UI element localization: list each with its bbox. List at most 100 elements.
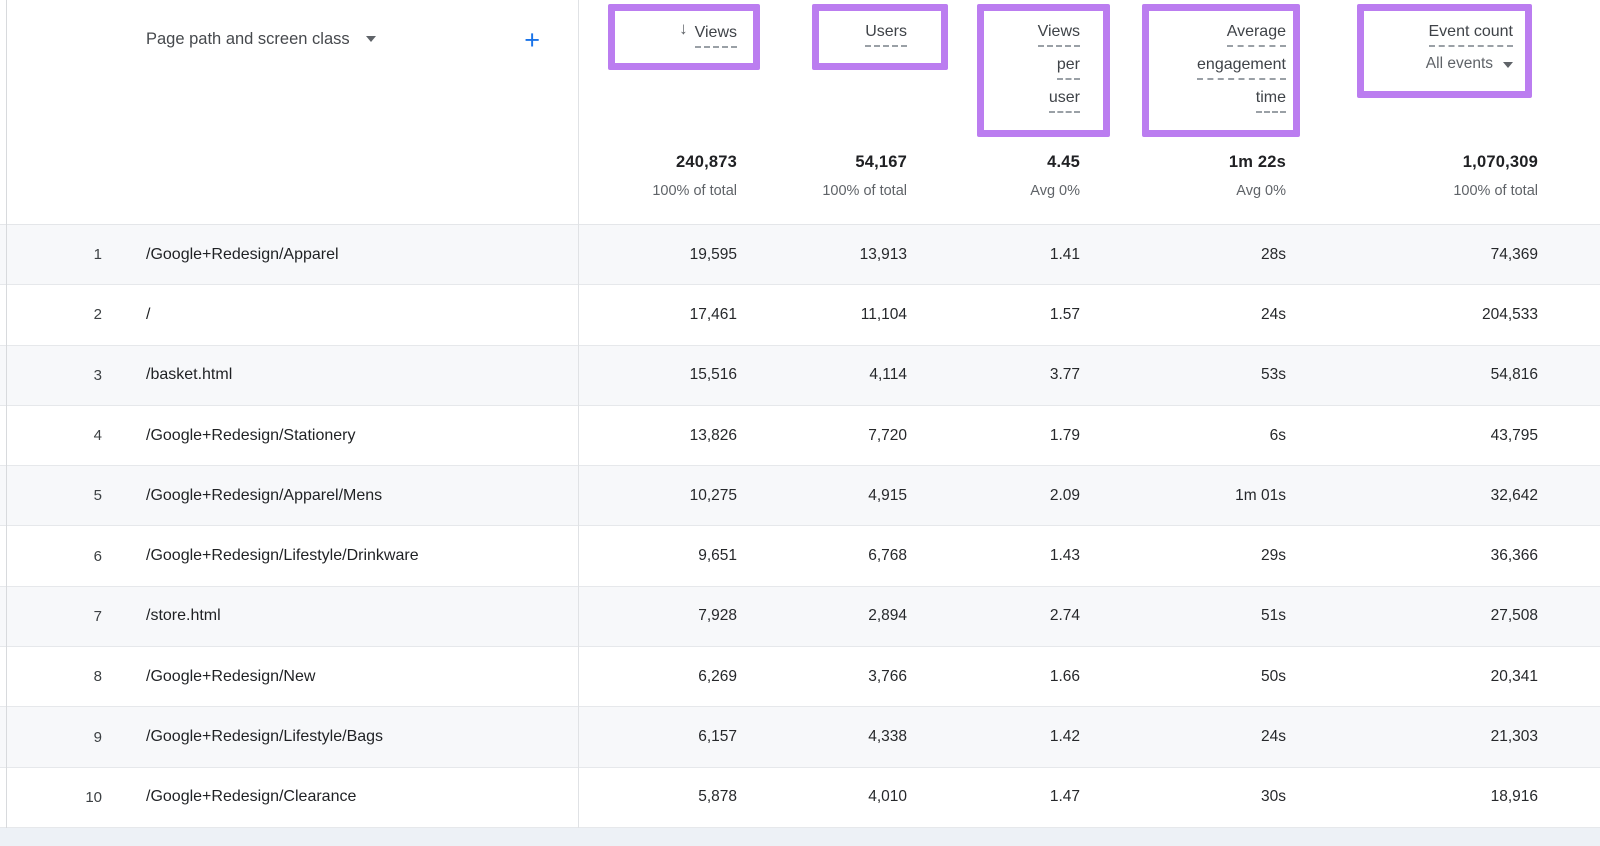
views-cell: 6,157 [698, 728, 737, 746]
table-row: 8 /Google+Redesign/New 6,269 3,766 1.66 … [0, 647, 1600, 708]
total-users: 54,167 100% of total [737, 140, 907, 224]
event-count-cell: 74,369 [1490, 245, 1538, 263]
page-path-cell: /Google+Redesign/Clearance [146, 788, 357, 806]
users-header-label: Users [865, 22, 907, 47]
table-row: 7 /store.html 7,928 2,894 2.74 51s 27,50… [0, 586, 1600, 648]
avg-engagement-line2: engagement [1197, 55, 1286, 80]
bottom-scroll-strip [0, 828, 1600, 846]
views-cell: 5,878 [698, 788, 737, 806]
row-index: 8 [93, 668, 102, 686]
views-per-user-line2: per [1056, 55, 1080, 80]
row-index: 9 [93, 728, 102, 746]
avg-engagement-time-cell: 53s [1261, 366, 1286, 384]
row-index: 5 [93, 487, 102, 505]
total-views-value: 240,873 [675, 153, 737, 171]
event-count-cell: 43,795 [1490, 426, 1538, 444]
total-views-sub: 100% of total [652, 183, 737, 199]
avg-engagement-time-cell: 28s [1261, 245, 1286, 263]
avg-engagement-time-cell: 30s [1261, 788, 1286, 806]
panel-edge-divider [6, 0, 7, 846]
table-row: 1 /Google+Redesign/Apparel 19,595 13,913… [0, 225, 1600, 286]
views-cell: 15,516 [689, 366, 737, 384]
page-path-cell: /Google+Redesign/Lifestyle/Bags [146, 728, 384, 746]
add-dimension-button[interactable]: + [524, 25, 540, 55]
event-count-cell: 36,366 [1490, 547, 1538, 565]
column-header-event-count[interactable]: Event count All events [1286, 0, 1538, 140]
row-index: 2 [93, 306, 102, 324]
avg-engagement-time-cell: 51s [1261, 607, 1286, 625]
event-count-cell: 54,816 [1490, 366, 1538, 384]
avg-engagement-line1: Average [1226, 22, 1286, 47]
row-index: 4 [93, 427, 102, 445]
table-row: 9 /Google+Redesign/Lifestyle/Bags 6,157 … [0, 707, 1600, 768]
event-count-filter-label: All events [1425, 55, 1493, 72]
sort-descending-icon: ↓ [679, 19, 688, 38]
users-cell: 13,913 [859, 245, 907, 263]
page-path-cell: / [146, 305, 151, 323]
page-path-cell: /Google+Redesign/Apparel [146, 245, 339, 263]
row-index: 1 [93, 246, 102, 264]
total-event-count-value: 1,070,309 [1462, 153, 1538, 171]
avg-engagement-time-cell: 24s [1261, 728, 1286, 746]
dimension-selector[interactable]: Page path and screen class [146, 30, 350, 48]
event-count-cell: 204,533 [1481, 305, 1538, 323]
total-views-per-user-sub: Avg 0% [1030, 183, 1080, 199]
views-cell: 7,928 [698, 607, 737, 625]
event-count-cell: 21,303 [1490, 728, 1538, 746]
views-per-user-cell: 2.09 [1049, 486, 1080, 504]
views-per-user-cell: 1.47 [1049, 788, 1080, 806]
views-header-label: Views [694, 23, 737, 48]
avg-engagement-time-cell: 29s [1261, 547, 1286, 565]
table-row: 4 /Google+Redesign/Stationery 13,826 7,7… [0, 406, 1600, 467]
dimension-metrics-divider [578, 0, 579, 828]
page-path-cell: /Google+Redesign/New [146, 667, 316, 685]
totals-row: 240,873 100% of total 54,167 100% of tot… [0, 140, 1600, 225]
total-views: 240,873 100% of total [578, 140, 737, 224]
event-count-filter-dropdown[interactable]: All events [1426, 55, 1513, 73]
event-count-cell: 20,341 [1490, 667, 1538, 685]
highlight-box-views [608, 4, 760, 70]
views-per-user-cell: 2.74 [1049, 607, 1080, 625]
row-index: 7 [93, 607, 102, 625]
views-per-user-cell: 1.66 [1049, 667, 1080, 685]
views-per-user-line3: user [1048, 88, 1080, 113]
column-header-users[interactable]: Users [737, 0, 907, 140]
avg-engagement-line3: time [1255, 88, 1286, 113]
table-body: 1 /Google+Redesign/Apparel 19,595 13,913… [0, 225, 1600, 828]
chevron-down-icon[interactable] [365, 36, 376, 42]
page-path-cell: /Google+Redesign/Apparel/Mens [146, 486, 383, 504]
users-cell: 4,114 [869, 366, 907, 384]
avg-engagement-time-cell: 1m 01s [1235, 486, 1286, 504]
page-path-cell: /basket.html [146, 366, 233, 384]
column-header-avg-engagement-time[interactable]: Average engagement time [1080, 0, 1286, 140]
highlight-box-event-count [1357, 4, 1532, 98]
column-header-views[interactable]: ↓ Views [578, 0, 737, 140]
table-row: 6 /Google+Redesign/Lifestyle/Drinkware 9… [0, 526, 1600, 587]
total-views-per-user-value: 4.45 [1047, 153, 1080, 171]
views-cell: 6,269 [698, 667, 737, 685]
page-path-cell: /Google+Redesign/Stationery [146, 426, 356, 444]
column-header-views-per-user[interactable]: Views per user [907, 0, 1080, 140]
highlight-box-avg-engagement-time [1142, 4, 1300, 137]
users-cell: 4,338 [868, 728, 907, 746]
chevron-down-icon [1503, 62, 1513, 68]
views-per-user-cell: 1.57 [1049, 305, 1080, 323]
avg-engagement-time-cell: 50s [1261, 667, 1286, 685]
table-row: 2 / 17,461 11,104 1.57 24s 204,533 [0, 285, 1600, 346]
views-cell: 17,461 [689, 305, 737, 323]
page-path-cell: /Google+Redesign/Lifestyle/Drinkware [146, 547, 419, 565]
row-index: 10 [85, 788, 102, 806]
table-row: 5 /Google+Redesign/Apparel/Mens 10,275 4… [0, 466, 1600, 527]
event-count-cell: 32,642 [1490, 486, 1538, 504]
row-index: 6 [93, 547, 102, 565]
views-per-user-line1: Views [1037, 22, 1080, 47]
users-cell: 3,766 [868, 667, 907, 685]
users-cell: 6,768 [868, 547, 907, 565]
highlight-box-users [812, 4, 948, 70]
total-users-sub: 100% of total [822, 183, 907, 199]
event-count-cell: 18,916 [1490, 788, 1538, 806]
row-index: 3 [93, 366, 102, 384]
event-count-header-label: Event count [1428, 22, 1513, 47]
table-row: 3 /basket.html 15,516 4,114 3.77 53s 54,… [0, 345, 1600, 406]
